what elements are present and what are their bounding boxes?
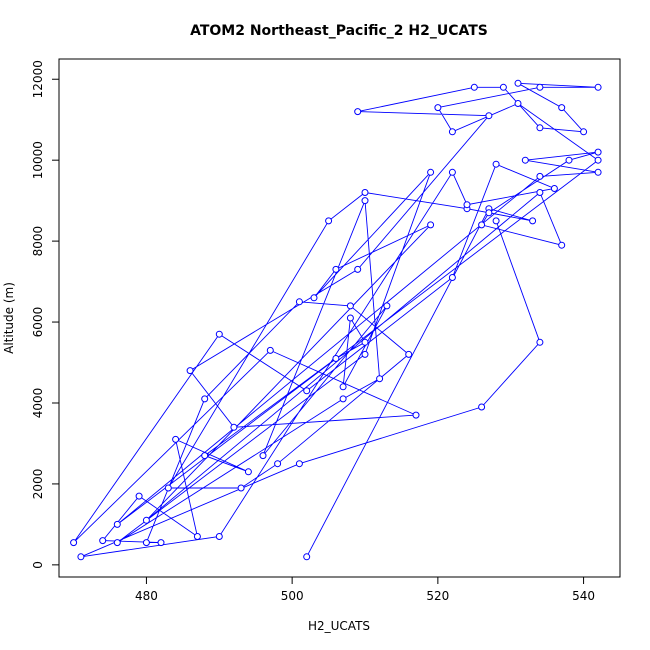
plot-area	[70, 79, 602, 561]
data-point	[361, 350, 369, 358]
data-point	[376, 375, 384, 383]
data-point	[383, 302, 391, 310]
data-point	[558, 241, 566, 249]
data-point	[215, 330, 223, 338]
data-point	[361, 189, 369, 196]
data-point	[536, 189, 544, 196]
data-point	[463, 201, 471, 209]
data-point	[215, 533, 223, 540]
data-point	[536, 338, 544, 346]
data-point	[405, 350, 413, 358]
data-point	[113, 539, 121, 547]
data-point	[259, 452, 267, 460]
data-point	[361, 338, 369, 346]
data-point	[244, 468, 252, 476]
data-point	[412, 411, 420, 419]
data-point	[339, 383, 347, 391]
data-point	[142, 516, 150, 524]
data-point	[492, 160, 500, 168]
x-tick-label: 480	[135, 589, 158, 603]
data-point	[310, 294, 318, 302]
data-point	[193, 533, 201, 540]
data-point	[470, 83, 478, 91]
data-point	[332, 265, 340, 273]
data-point	[230, 423, 238, 431]
data-point	[164, 484, 172, 492]
x-tick-label: 520	[426, 589, 449, 603]
y-tick-label: 4000	[31, 388, 45, 419]
data-point	[514, 100, 522, 107]
data-point	[550, 185, 558, 192]
y-tick-label: 2000	[31, 469, 45, 500]
data-point	[172, 435, 180, 443]
data-point	[529, 217, 537, 225]
data-point	[303, 387, 311, 395]
data-point	[478, 221, 486, 229]
data-point	[266, 346, 274, 354]
data-point	[521, 156, 529, 164]
data-point	[346, 314, 354, 322]
series-line	[73, 82, 599, 558]
data-point	[536, 83, 544, 91]
data-point	[448, 128, 456, 136]
data-point	[354, 265, 362, 273]
data-point	[77, 553, 85, 561]
data-point	[295, 460, 303, 468]
x-axis-label: H2_UCATS	[308, 619, 370, 633]
data-point	[485, 209, 493, 217]
x-tick-label: 500	[281, 589, 304, 603]
data-point	[594, 148, 602, 156]
data-point	[485, 112, 493, 120]
x-tick-label: 540	[572, 589, 595, 603]
data-point	[427, 168, 435, 176]
data-point	[594, 83, 602, 91]
data-point	[157, 539, 165, 547]
chart-title: ATOM2 Northeast_Pacific_2 H2_UCATS	[190, 23, 488, 39]
y-tick-label: 12000	[31, 60, 45, 98]
y-tick-label: 0	[31, 561, 45, 569]
data-point	[332, 355, 340, 362]
data-point	[201, 452, 209, 460]
data-point	[499, 83, 507, 91]
data-point	[325, 217, 333, 225]
data-point	[448, 274, 456, 281]
data-point	[346, 302, 354, 310]
x-axis: 480 500 520 540	[135, 576, 595, 603]
y-axis: 0 2000 4000 6000 8000 10000 12000	[31, 60, 60, 569]
data-point	[237, 484, 245, 492]
y-axis-label: Altitude (m)	[2, 282, 16, 354]
y-tick-label: 6000	[31, 307, 45, 338]
data-point	[478, 403, 486, 411]
data-point	[594, 156, 602, 164]
data-point	[536, 172, 544, 180]
data-point	[448, 168, 456, 176]
data-point	[558, 104, 566, 112]
data-point	[580, 128, 588, 136]
data-point	[295, 298, 303, 306]
data-point	[70, 539, 78, 547]
data-point	[536, 124, 544, 132]
data-point	[354, 108, 362, 116]
data-point	[113, 520, 121, 528]
data-point	[142, 539, 150, 547]
y-tick-label: 10000	[31, 141, 45, 179]
data-point	[135, 492, 143, 500]
data-point	[201, 395, 209, 403]
data-point	[339, 395, 347, 403]
data-point	[274, 460, 282, 468]
data-point	[99, 537, 107, 545]
data-point	[514, 79, 522, 87]
data-point	[565, 156, 573, 164]
data-point	[492, 217, 500, 225]
data-point	[434, 104, 442, 112]
data-point	[361, 197, 369, 205]
data-point	[303, 553, 311, 561]
data-point	[594, 168, 602, 176]
data-point	[427, 221, 435, 229]
data-point	[186, 367, 194, 375]
y-tick-label: 8000	[31, 226, 45, 257]
